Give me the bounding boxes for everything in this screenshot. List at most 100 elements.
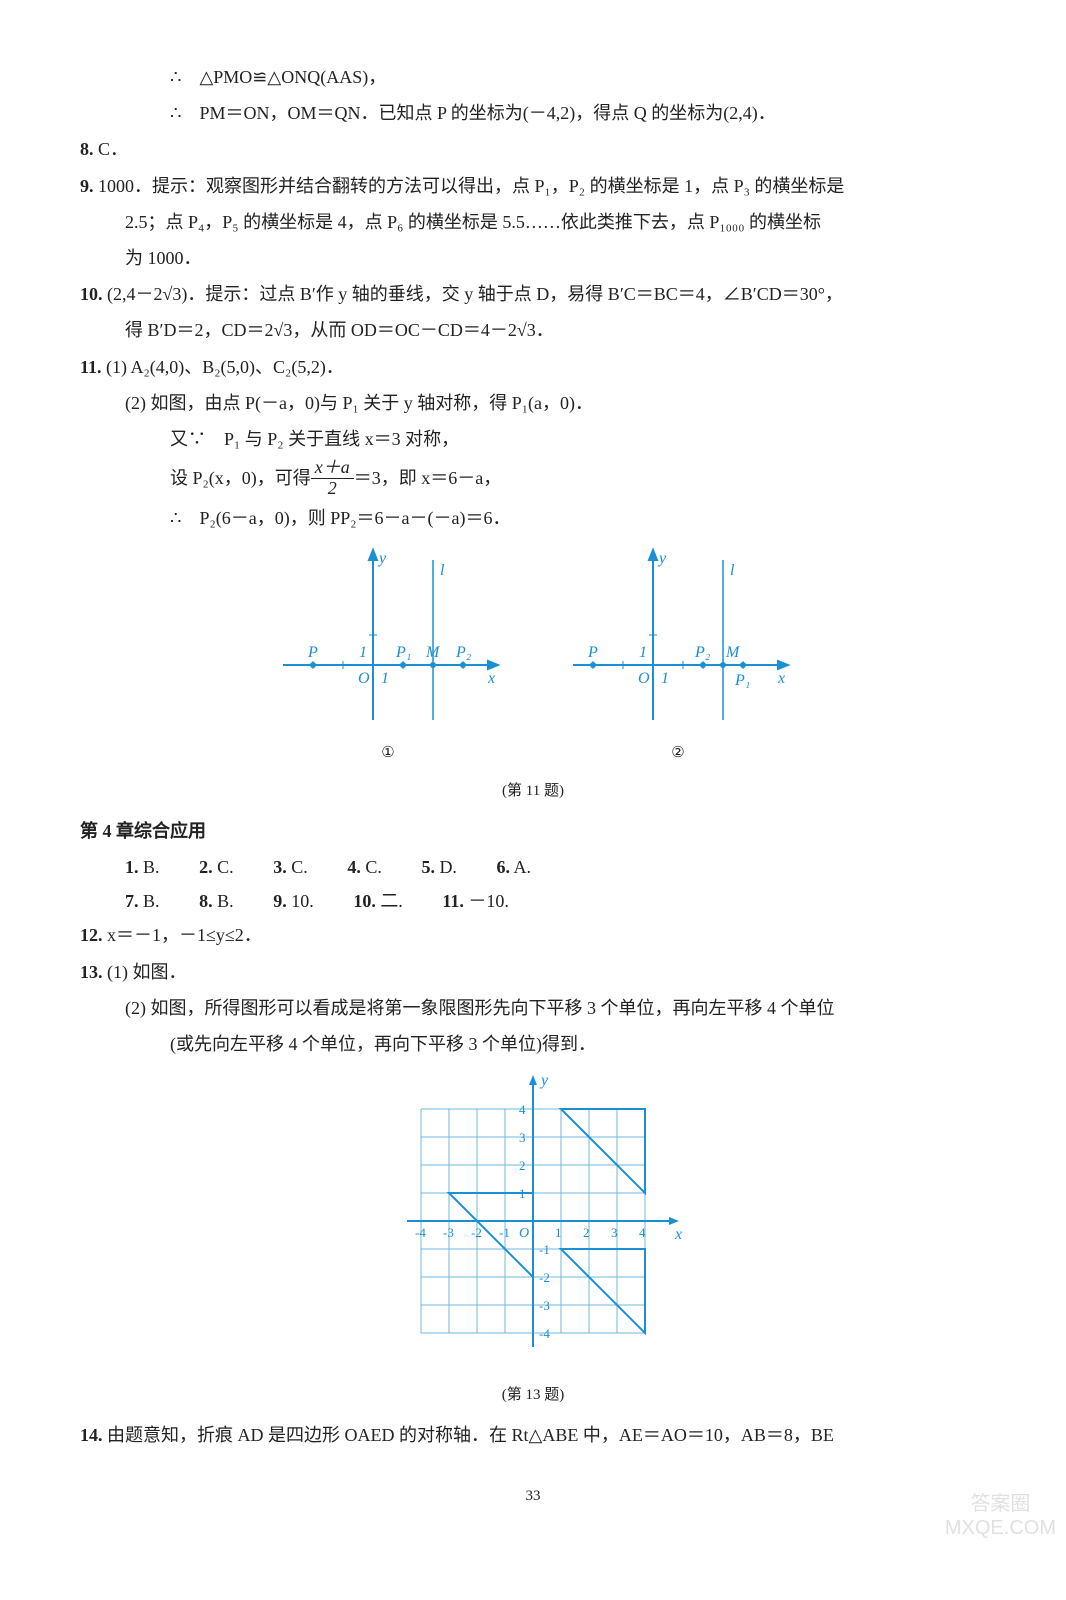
svg-text:l: l [440,562,445,579]
answers-row-1: 1. B.2. C.3. C.4. C.5. D.6. A. [80,850,986,884]
svg-text:O: O [358,670,370,687]
answer-item: 1. B. [125,850,160,884]
text-line: 设 P₂(x，0)，可得 x＋a 2 ＝3，即 x＝6－a， [80,458,986,499]
answer-num: 7. [125,891,139,911]
subcaption-2: ② [563,739,793,768]
answer-num: 4. [347,857,361,877]
svg-text:1: 1 [555,1225,562,1240]
fraction: x＋a 2 [311,458,354,499]
svg-text:1: 1 [519,1186,526,1201]
problem-9: 9. 1000．提示：观察图形并结合翻转的方法可以得出，点 P₁，P₂ 的横坐标… [80,169,986,203]
text-line: (2) 如图，由点 P(－a，0)与 P₁ 关于 y 轴对称，得 P₁(a，0)… [80,386,986,420]
svg-text:2: 2 [519,1158,526,1173]
text-part: ＝3，即 x＝6－a， [354,461,502,495]
svg-text:O: O [638,670,650,687]
text-part: 设 P₂(x，0)，可得 [170,461,311,495]
problem-14: 14. 由题意知，折痕 AD 是四边形 OAED 的对称轴．在 Rt△ABE 中… [80,1418,986,1452]
answer-num: 2. [199,857,213,877]
text-line: ∴ PM＝ON，OM＝QN．已知点 P 的坐标为(－4,2)，得点 Q 的坐标为… [80,96,986,130]
text: 由题意知，折痕 AD 是四边形 OAED 的对称轴．在 Rt△ABE 中，AE＝… [107,1425,834,1445]
svg-text:1: 1 [639,644,647,661]
answer-num: 8. [199,891,213,911]
svg-text:2: 2 [583,1225,590,1240]
text: (2,4－2√3)．提示：过点 B′作 y 轴的垂线，交 y 轴于点 D，易得 … [107,284,843,304]
denominator: 2 [311,479,354,499]
answer-num: 10. [353,891,376,911]
svg-text:-2: -2 [471,1225,482,1240]
svg-text:3: 3 [519,1130,526,1145]
answer-text: C． [98,139,128,159]
svg-text:-1: -1 [539,1242,550,1257]
svg-text:x: x [777,670,785,687]
problem-number: 8. [80,139,94,159]
text: (1) 如图． [107,962,187,982]
answer-val: A. [510,857,531,877]
answer-val: －10. [464,891,509,911]
numerator: x＋a [311,458,354,479]
svg-text:-4: -4 [415,1225,426,1240]
svg-text:y: y [377,550,387,567]
answer-item: 5. D. [421,850,457,884]
text-line: ∴ △PMO≌△ONQ(AAS)， [80,60,986,94]
answer-num: 6. [497,857,511,877]
answer-num: 3. [273,857,287,877]
problem-number: 11. [80,357,102,377]
answer-num: 11. [442,891,464,911]
svg-text:x: x [674,1226,682,1243]
text: (1) A₂(4,0)、B₂(5,0)、C₂(5,2)． [106,357,344,377]
answer-item: 8. B. [199,884,234,918]
problem-10: 10. (2,4－2√3)．提示：过点 B′作 y 轴的垂线，交 y 轴于点 D… [80,277,986,311]
svg-text:4: 4 [519,1102,526,1117]
answer-item: 3. C. [273,850,308,884]
text-line: 又∵ P₁ 与 P₂ 关于直线 x＝3 对称， [80,422,986,456]
text-line: 2.5；点 P₄，P₅ 的横坐标是 4，点 P₆ 的横坐标是 5.5……依此类推… [80,205,986,239]
answer-num: 1. [125,857,139,877]
watermark-top: 答案圈 [945,1492,1056,1516]
answers-row-2: 7. B.8. B.9. 10.10. 二.11. －10. [80,884,986,918]
answer-val: C. [213,857,234,877]
problem-11: 11. (1) A₂(4,0)、B₂(5,0)、C₂(5,2)． [80,350,986,384]
svg-text:M: M [425,644,441,661]
answer-item: 11. －10. [442,884,509,918]
figure-11-caption: (第 11 题) [80,777,986,806]
watermark: 答案圈 MXQE.COM [945,1492,1056,1540]
problem-number: 10. [80,284,103,304]
answer-item: 10. 二. [353,884,403,918]
answer-num: 5. [421,857,435,877]
svg-text:-1: -1 [499,1225,510,1240]
svg-text:M: M [725,644,741,661]
watermark-bottom: MXQE.COM [945,1516,1056,1540]
svg-text:l: l [730,562,735,579]
svg-text:-2: -2 [539,1270,550,1285]
answer-val: D. [435,857,457,877]
figure-13-caption: (第 13 题) [80,1381,986,1410]
svg-text:P₂: P₂ [455,644,472,661]
svg-text:P₁: P₁ [734,672,750,689]
svg-text:P₂: P₂ [694,644,711,661]
svg-text:3: 3 [611,1225,618,1240]
svg-text:-3: -3 [443,1225,454,1240]
answer-val: 10. [287,891,314,911]
section-header: 第 4 章综合应用 [80,814,986,848]
svg-text:1: 1 [359,644,367,661]
answer-val: C. [287,857,308,877]
svg-text:O: O [519,1226,529,1241]
answer-val: B. [139,891,160,911]
figure-11-row: y l P 1 O 1 P₁ M P₂ x ① [80,545,986,768]
text-line: (2) 如图，所得图形可以看成是将第一象限图形先向下平移 3 个单位，再向左平移… [80,991,986,1025]
svg-text:-4: -4 [539,1326,550,1341]
problem-12: 12. x＝－1，－1≤y≤2． [80,918,986,952]
problem-number: 13. [80,962,103,982]
svg-text:x: x [487,670,495,687]
answer-val: B. [139,857,160,877]
text-line: 得 B′D＝2，CD＝2√3，从而 OD＝OC－CD＝4－2√3． [80,313,986,347]
answer-item: 7. B. [125,884,160,918]
problem-8: 8. C． [80,132,986,166]
subcaption-1: ① [273,739,503,768]
figure-11-right: y l P 1 O 1 P₂ M P₁ x ② [563,545,793,768]
svg-text:1: 1 [381,670,389,687]
svg-text:y: y [657,550,667,567]
svg-text:1: 1 [661,670,669,687]
svg-text:P: P [587,644,598,661]
text: x＝－1，－1≤y≤2． [107,925,262,945]
